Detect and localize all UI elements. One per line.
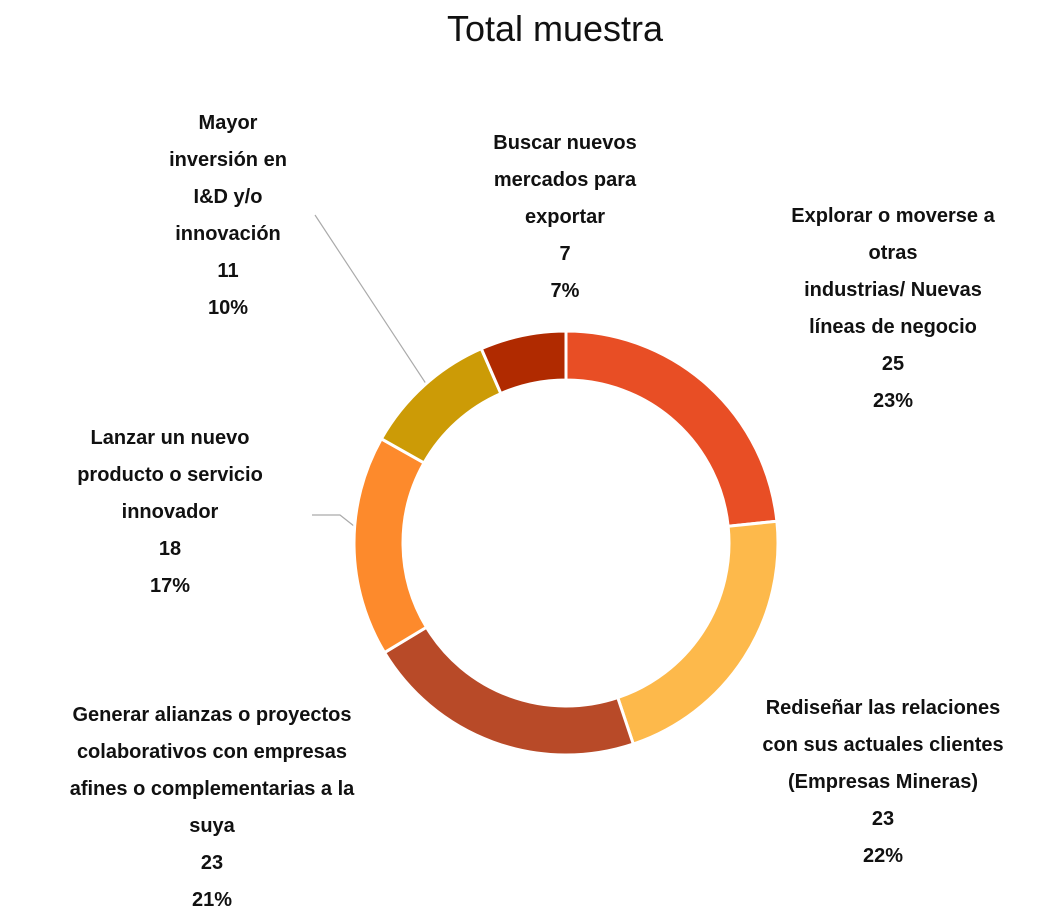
donut-segment bbox=[382, 625, 636, 757]
value-label: 11 bbox=[217, 260, 239, 282]
value-label: 25 bbox=[881, 353, 905, 375]
category-label: Explorar o moverse a otras industrias/ N… bbox=[791, 205, 995, 338]
chart-title: Total muestra bbox=[446, 8, 664, 49]
percent-label: 21% bbox=[191, 889, 233, 911]
donut-segment bbox=[379, 346, 503, 465]
category-label: Mayor inversión en I&D y/o innovación bbox=[169, 112, 287, 245]
donut-segment bbox=[352, 436, 429, 655]
category-label: Generar alianzas o proyectos colaborativ… bbox=[69, 704, 355, 837]
percent-label: 10% bbox=[207, 297, 249, 319]
data-label: Lanzar un nuevo producto o servicio inno… bbox=[0, 420, 350, 605]
percent-label: 17% bbox=[149, 575, 191, 597]
value-label: 23 bbox=[200, 852, 224, 874]
percent-label: 22% bbox=[862, 845, 904, 867]
data-label: Generar alianzas o proyectos colaborativ… bbox=[32, 697, 392, 919]
category-label: Lanzar un nuevo producto o servicio inno… bbox=[77, 427, 263, 523]
data-label: Rediseñar las relaciones con sus actuale… bbox=[703, 690, 1045, 875]
data-label: Buscar nuevos mercados para exportar 7 7% bbox=[385, 125, 745, 310]
category-label: Buscar nuevos mercados para exportar bbox=[493, 132, 637, 228]
data-label: Mayor inversión en I&D y/o innovación 11 1… bbox=[48, 105, 408, 327]
percent-label: 7% bbox=[550, 280, 580, 302]
value-label: 23 bbox=[871, 808, 895, 830]
data-label: Explorar o moverse a otras industrias/ N… bbox=[713, 198, 1045, 420]
value-label: 18 bbox=[158, 538, 182, 560]
value-label: 7 bbox=[559, 243, 571, 265]
leader-line bbox=[314, 214, 441, 406]
donut-segment bbox=[479, 329, 568, 396]
category-label: Rediseñar las relaciones con sus actuale… bbox=[762, 697, 1004, 793]
percent-label: 23% bbox=[872, 390, 914, 412]
